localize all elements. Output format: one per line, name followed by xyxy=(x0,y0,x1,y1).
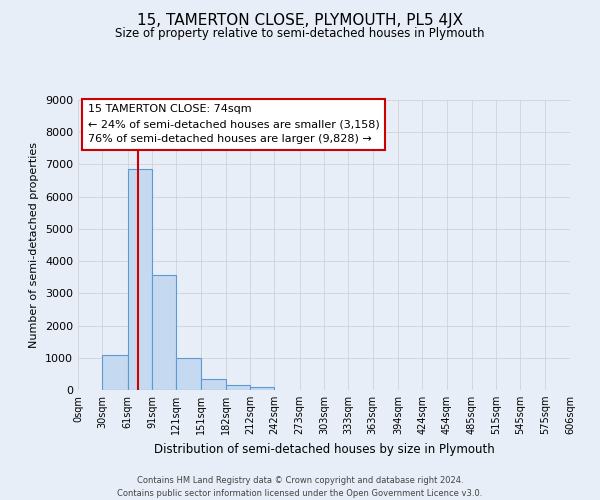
Bar xyxy=(200,378,226,390)
Bar xyxy=(128,170,152,390)
Text: Contains HM Land Registry data © Crown copyright and database right 2024.
Contai: Contains HM Land Registry data © Crown c… xyxy=(118,476,482,498)
Y-axis label: Number of semi-detached properties: Number of semi-detached properties xyxy=(29,142,40,348)
Bar xyxy=(226,385,250,390)
Text: 15, TAMERTON CLOSE, PLYMOUTH, PL5 4JX: 15, TAMERTON CLOSE, PLYMOUTH, PL5 4JX xyxy=(137,12,463,28)
Text: 15 TAMERTON CLOSE: 74sqm
← 24% of semi-detached houses are smaller (3,158)
76% o: 15 TAMERTON CLOSE: 74sqm ← 24% of semi-d… xyxy=(88,104,380,144)
Bar xyxy=(103,354,128,390)
Text: Size of property relative to semi-detached houses in Plymouth: Size of property relative to semi-detach… xyxy=(115,28,485,40)
Bar xyxy=(176,358,200,390)
X-axis label: Distribution of semi-detached houses by size in Plymouth: Distribution of semi-detached houses by … xyxy=(154,442,494,456)
Bar xyxy=(250,387,274,390)
Bar xyxy=(152,276,176,390)
